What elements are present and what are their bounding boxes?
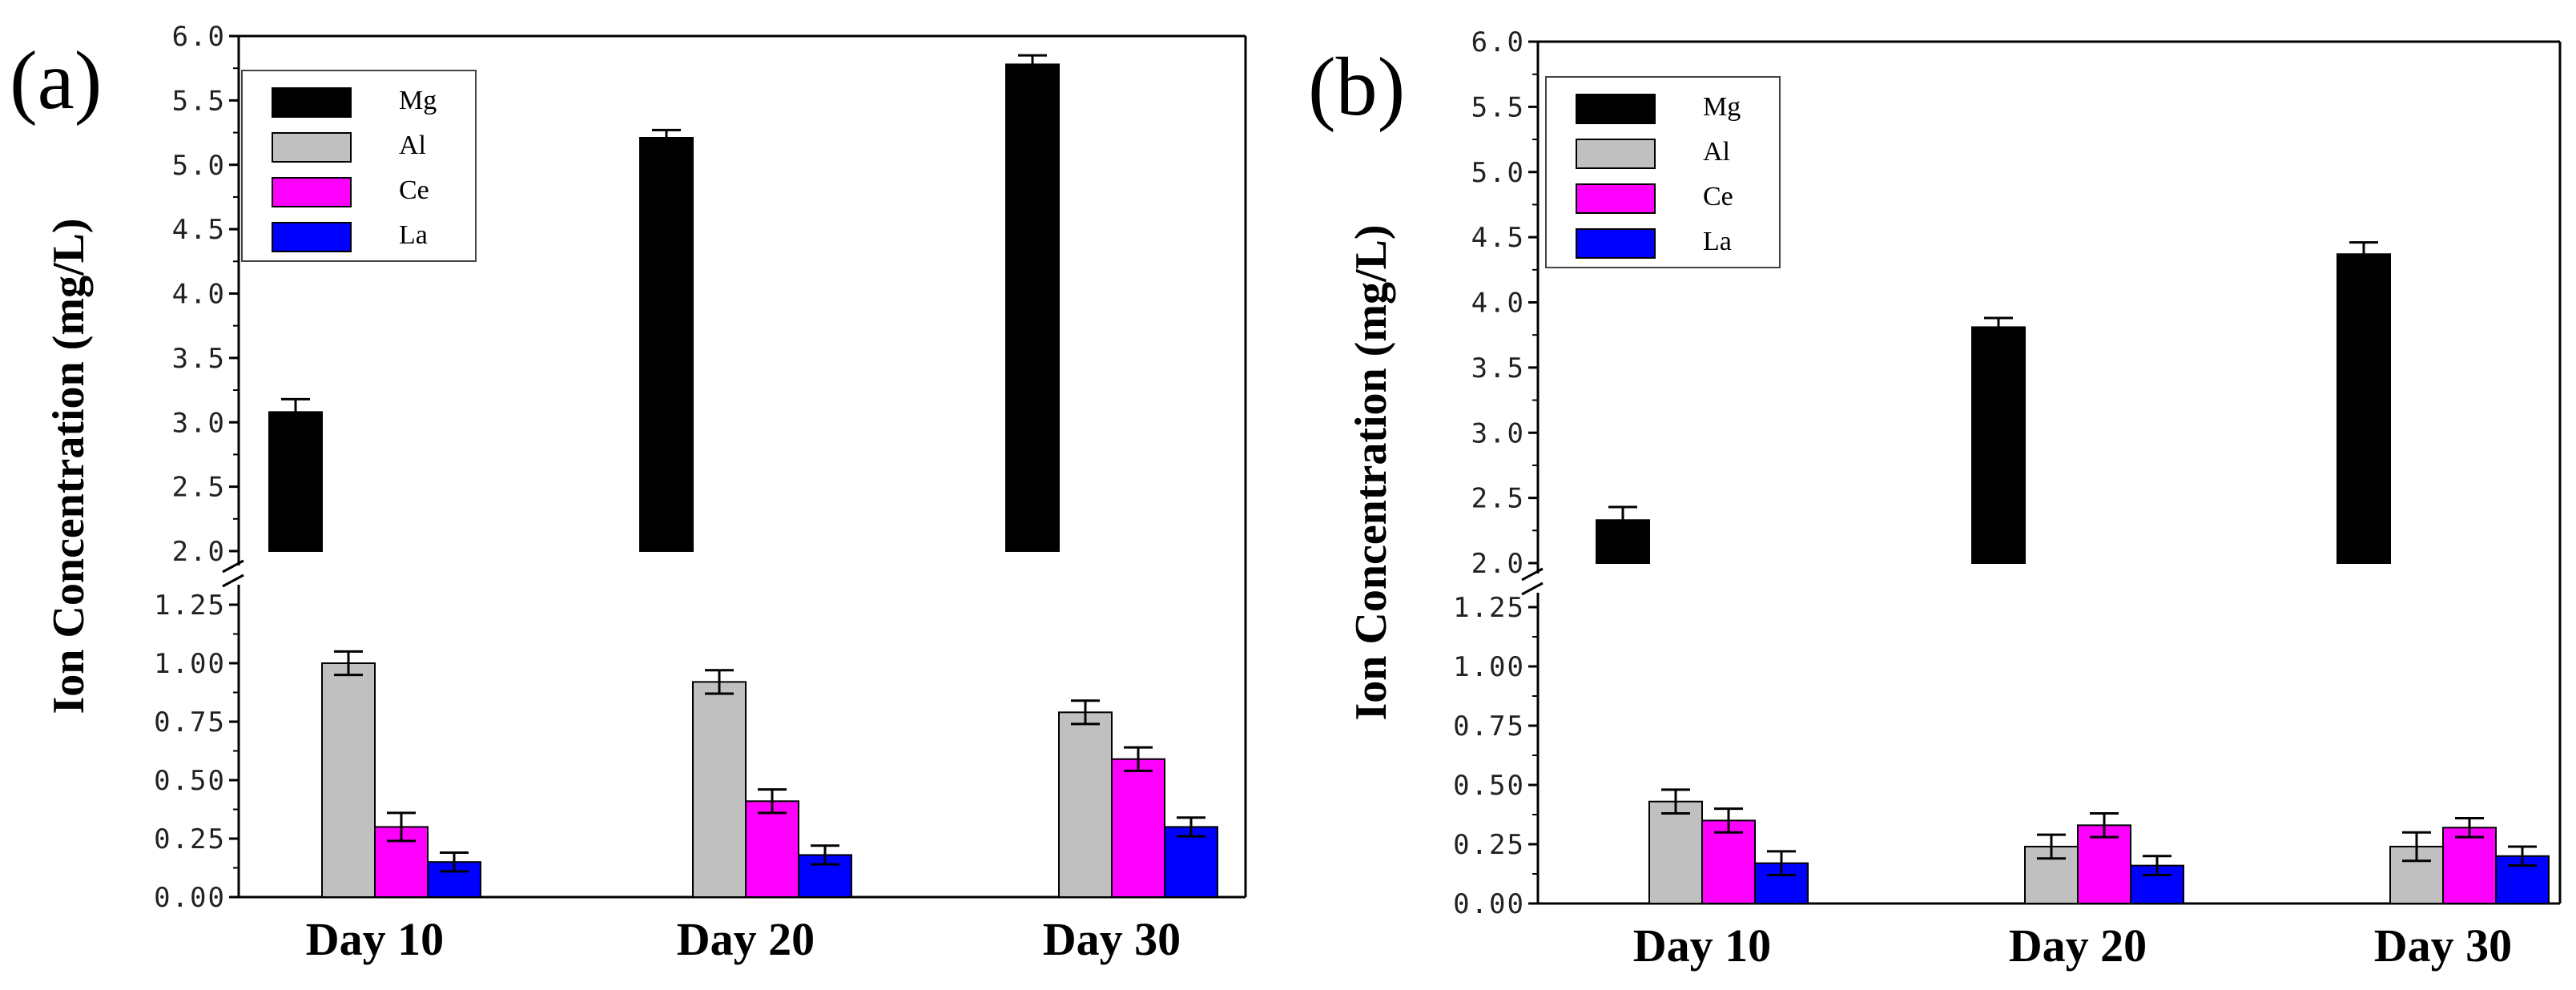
- panel-a-xtick-label: Day 30: [1043, 913, 1181, 965]
- panel-a-bar-al-day-30: [1058, 711, 1113, 898]
- panel-b-ytick-label-upper: 4.0: [1471, 288, 1525, 320]
- panel-a-ytick-label-lower: 1.00: [154, 648, 226, 680]
- panel-b-ytick-label-upper: 2.5: [1471, 483, 1525, 515]
- panel-a-ytick-label-lower: 1.25: [154, 590, 226, 622]
- panel-a-legend-swatch-mg: [272, 87, 352, 118]
- panel-b-xtick-label: Day 30: [2374, 920, 2512, 972]
- panel-b-bar-mg-day-20: [1971, 326, 2026, 564]
- panel-b-legend-swatch-la: [1576, 228, 1656, 259]
- panel-b-legend-label-la: La: [1703, 227, 1732, 256]
- panel-b-ytick-label-upper: 3.5: [1471, 352, 1525, 384]
- panel-a-ytick-label-upper: 4.5: [172, 214, 226, 246]
- panel-b-chart: 2.0 2.5 3.0 3.5 4.0 4.5 5.0 5.5 6.0 0.00 0.25 0.50 0…: [1308, 26, 2562, 972]
- panel-a-bar-ce-day-20: [745, 800, 799, 899]
- panel-a-bar-mg-day-20: [639, 136, 694, 552]
- panel-b-xtick-label: Day 20: [2009, 920, 2147, 972]
- panel-b-bar-ce-day-30: [2442, 827, 2497, 905]
- panel-a-ytick-label-upper: 2.0: [172, 536, 226, 568]
- panel-b-panel-label: (b): [1308, 41, 1405, 133]
- panel-b-legend-label-ce: Ce: [1703, 182, 1733, 211]
- panel-a-bar-mg-day-10: [268, 411, 323, 553]
- panel-a-bar-la-day-30: [1164, 826, 1218, 899]
- panel-a-ytick-label-upper: 3.0: [172, 407, 226, 439]
- panel-a-ytick-label-lower: 0.75: [154, 706, 226, 738]
- panel-b-ytick-label-lower: 0.25: [1453, 829, 1525, 861]
- panel-b-ytick-label-lower: 0.00: [1453, 888, 1525, 920]
- panel-b-axis-break-mark: [1521, 582, 1544, 596]
- panel-b-ytick-label-upper: 5.5: [1471, 91, 1525, 123]
- panel-a-legend-label-mg: Mg: [399, 86, 437, 115]
- panel-a-xtick-label: Day 10: [306, 913, 444, 965]
- panel-b-ytick-label-upper: 6.0: [1471, 26, 1525, 58]
- panel-a-ytick-label-lower: 0.00: [154, 882, 226, 914]
- panel-a-bar-al-day-20: [692, 681, 747, 898]
- panel-a-bar-mg-day-30: [1005, 63, 1060, 553]
- panel-b-bar-ce-day-10: [1701, 819, 1756, 905]
- panel-a-y-axis-label: Ion Concentration (mg/L): [44, 218, 94, 714]
- panel-a-chart: 2.0 2.5 3.0 3.5 4.0 4.5 5.0 5.5 6.0 0.00 0.25 0.50 0…: [10, 21, 1247, 965]
- panel-b-ytick-label-upper: 2.0: [1471, 548, 1525, 580]
- panel-b-bar-la-day-30: [2495, 855, 2550, 905]
- panel-a-ytick-label-upper: 2.5: [172, 472, 226, 504]
- panel-a-bar-al-day-10: [321, 662, 376, 898]
- panel-a-ytick-label-lower: 0.50: [154, 765, 226, 797]
- panel-a-legend-label-al: Al: [399, 131, 426, 160]
- panel-b-ytick-label-lower: 0.75: [1453, 710, 1525, 742]
- panel-a-legend-swatch-ce: [272, 177, 352, 207]
- panel-a-ytick-label-upper: 5.5: [172, 85, 226, 117]
- panel-b-ytick-label-upper: 4.5: [1471, 222, 1525, 254]
- panel-a-axis-break-mark: [222, 559, 244, 573]
- panel-a-ytick-label-upper: 4.0: [172, 279, 226, 311]
- panel-b-y-axis-label: Ion Concentration (mg/L): [1346, 224, 1396, 720]
- panel-b-ytick-label-lower: 1.25: [1453, 592, 1525, 624]
- panel-a-ytick-label-upper: 3.5: [172, 343, 226, 375]
- panel-a-legend-swatch-la: [272, 222, 352, 252]
- panel-b-ytick-label-upper: 5.0: [1471, 157, 1525, 189]
- panel-a-ytick-label-lower: 0.25: [154, 823, 226, 855]
- panel-b-legend-label-al: Al: [1703, 137, 1730, 167]
- panel-a-axis-break-mark: [222, 573, 244, 588]
- panel-b-legend-swatch-ce: [1576, 183, 1656, 214]
- panel-b-legend-label-mg: Mg: [1703, 92, 1741, 122]
- panel-a-xtick-label: Day 20: [677, 913, 815, 965]
- panel-b-xtick-label: Day 10: [1633, 920, 1771, 972]
- panel-a-ytick-label-upper: 6.0: [172, 21, 226, 53]
- panel-a-legend-label-ce: Ce: [399, 175, 429, 205]
- panel-a-panel-label: (a): [10, 34, 102, 127]
- panel-b-ytick-label-lower: 1.00: [1453, 651, 1525, 683]
- panel-b-axis-break-mark: [1521, 567, 1544, 582]
- panel-b-ytick-label-lower: 0.50: [1453, 770, 1525, 802]
- panel-a-ytick-label-upper: 5.0: [172, 150, 226, 182]
- panel-b-legend-swatch-al: [1576, 139, 1656, 169]
- panel-a-bar-ce-day-10: [374, 826, 429, 899]
- panel-a-legend-swatch-al: [272, 132, 352, 163]
- panel-b-legend-swatch-mg: [1576, 94, 1656, 124]
- panel-a-bar-ce-day-30: [1111, 758, 1165, 898]
- panel-b-ytick-label-upper: 3.0: [1471, 417, 1525, 449]
- panel-a-legend-label-la: La: [399, 220, 428, 250]
- panel-b-bar-mg-day-30: [2337, 253, 2391, 564]
- panel-b-bar-al-day-10: [1648, 800, 1703, 904]
